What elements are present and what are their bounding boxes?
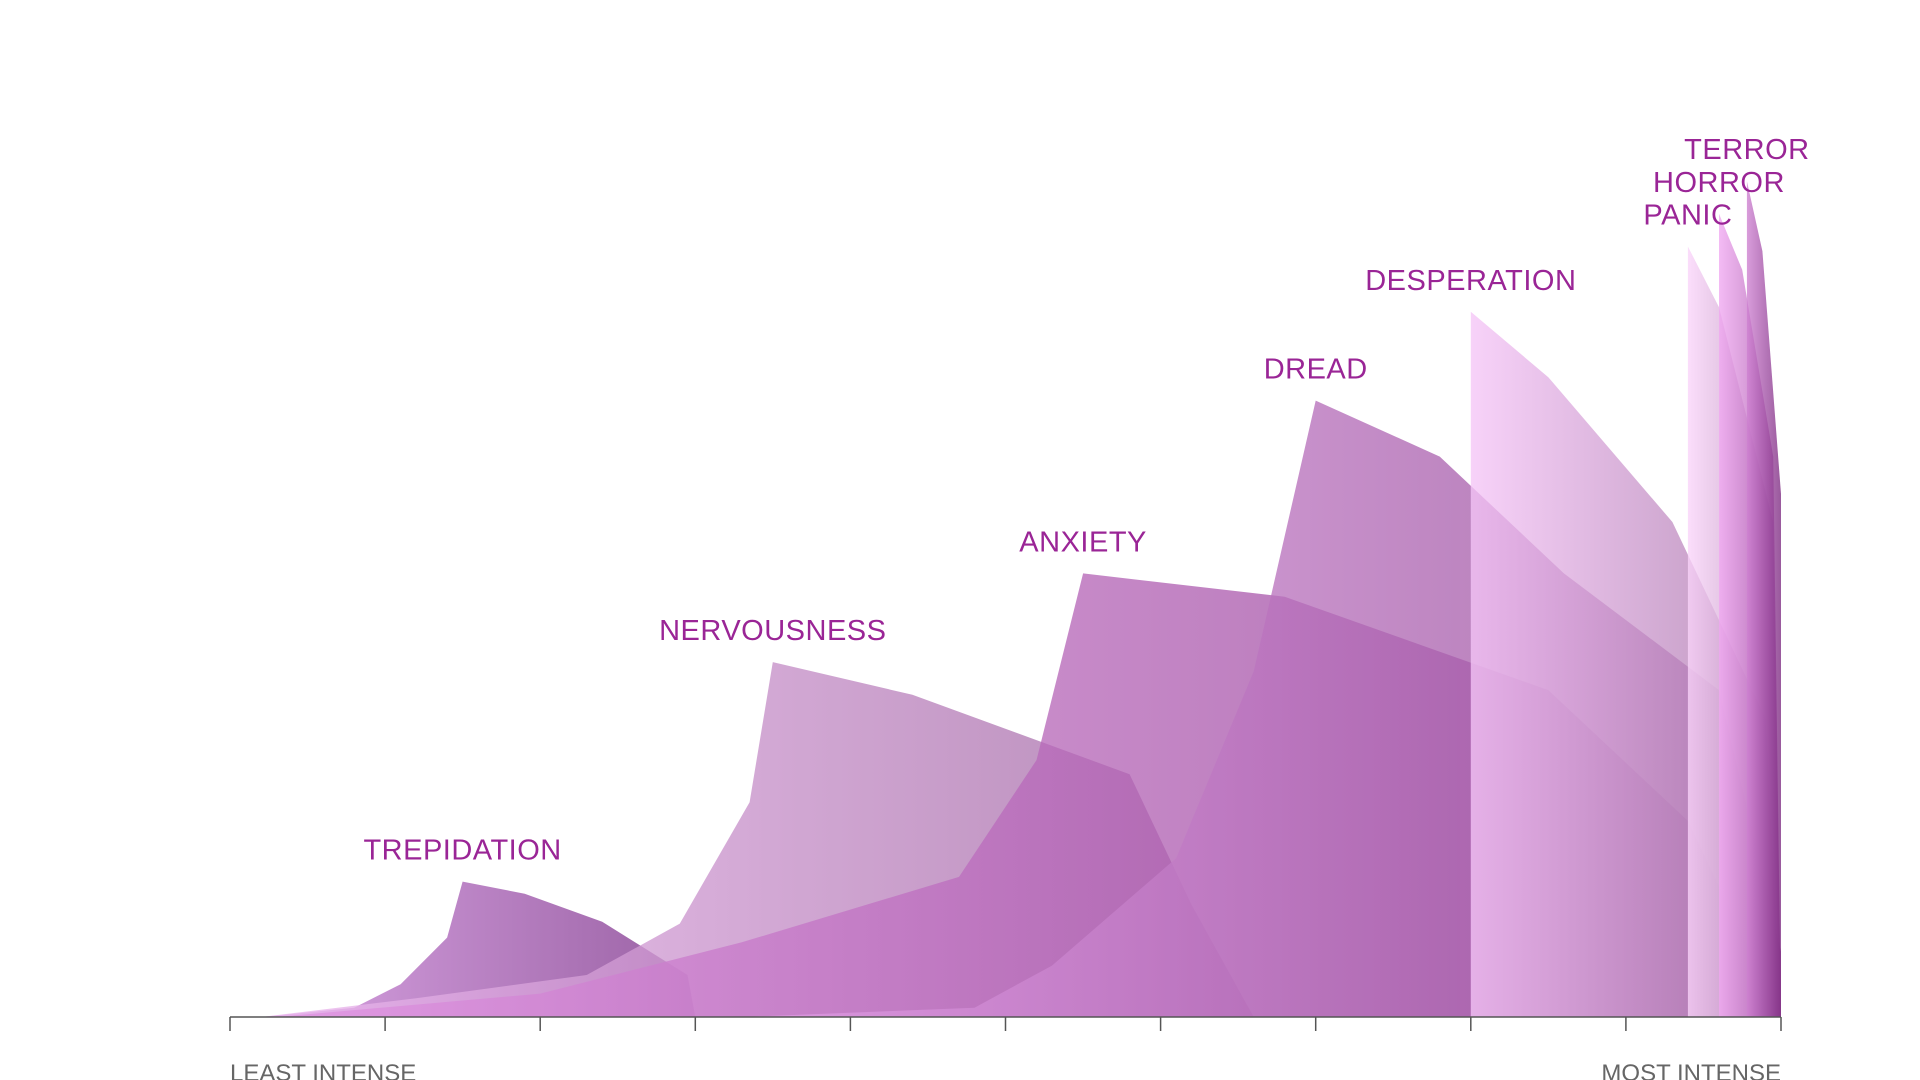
series-label-trepidation: TREPIDATION bbox=[363, 835, 561, 867]
x-axis: LEAST INTENSE MOST INTENSE bbox=[229, 1016, 1782, 1080]
x-axis-max-label: MOST INTENSE bbox=[1601, 1060, 1781, 1080]
series-label-anxiety: ANXIETY bbox=[1019, 526, 1147, 558]
series-label-terror: TERROR bbox=[1684, 134, 1809, 166]
series-label-panic: PANIC bbox=[1643, 200, 1732, 232]
series-label-desperation: DESPERATION bbox=[1365, 265, 1576, 297]
series-label-dread: DREAD bbox=[1264, 354, 1368, 386]
series-label-nervousness: NERVOUSNESS bbox=[659, 615, 886, 647]
area-series-group bbox=[261, 181, 1781, 1018]
x-axis-min-label: LEAST INTENSE bbox=[230, 1060, 416, 1080]
x-axis-ticks bbox=[229, 1017, 1782, 1031]
area-terror bbox=[1746, 181, 1781, 1018]
series-label-horror: HORROR bbox=[1653, 167, 1785, 199]
series-label-group: TREPIDATION NERVOUSNESS ANXIETY DREAD DESPER… bbox=[363, 134, 1809, 867]
